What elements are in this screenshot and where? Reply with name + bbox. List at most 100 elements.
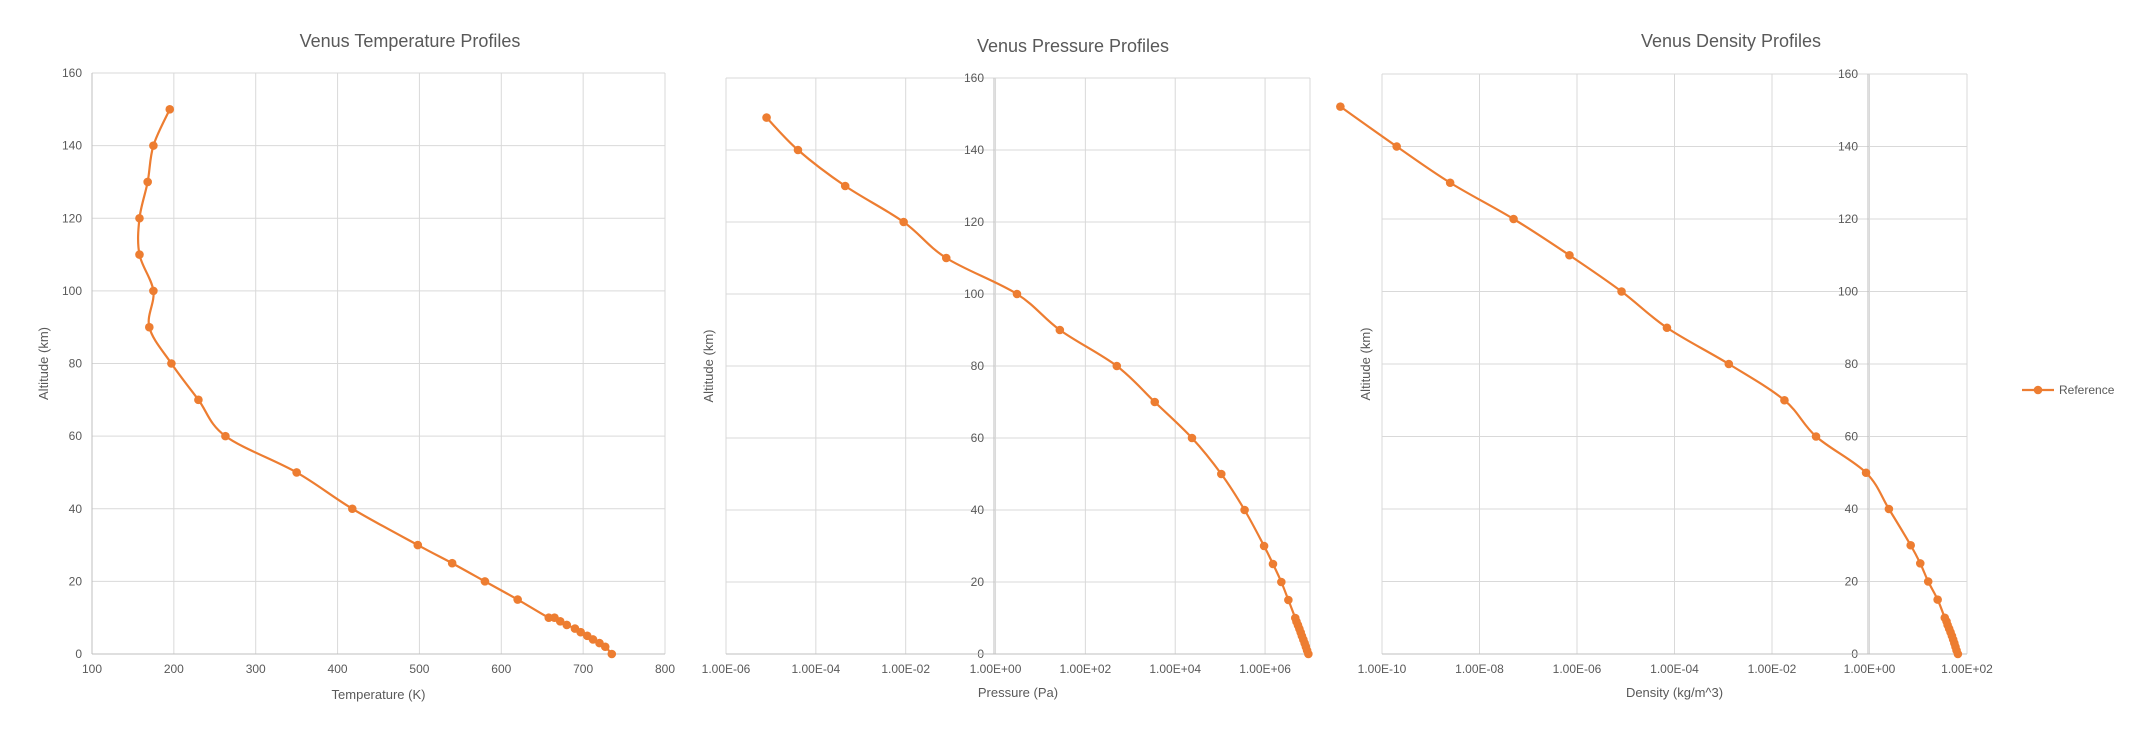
data-point: [1055, 325, 1065, 335]
data-point: [221, 431, 230, 441]
data-point: [762, 113, 771, 122]
data-point: [1509, 214, 1518, 224]
data-point: [149, 141, 158, 150]
x-tick-label: 1.00E-02: [1748, 662, 1797, 676]
data-point: [1780, 395, 1789, 405]
data-point: [143, 177, 152, 187]
data-point: [1259, 541, 1269, 551]
data-point: [1240, 505, 1249, 515]
data-point: [1724, 359, 1734, 369]
y-axis-label: Altitude (km): [36, 327, 51, 400]
chart-panel-3: Venus Density Profiles020406080100120140…: [1336, 31, 1993, 700]
data-point: [1216, 469, 1226, 479]
data-point: [562, 620, 572, 630]
data-point: [1861, 468, 1871, 478]
x-tick-label: 200: [164, 662, 184, 676]
data-point: [840, 181, 850, 191]
y-tick-label: 20: [69, 574, 83, 588]
data-point: [1290, 613, 1300, 623]
y-tick-label: 40: [1845, 502, 1859, 516]
x-tick-label: 800: [655, 662, 675, 676]
x-tick-label: 1.00E+00: [1844, 662, 1896, 676]
y-tick-label: 20: [1845, 575, 1859, 589]
y-tick-label: 140: [62, 139, 82, 153]
data-point: [292, 468, 301, 477]
y-tick-label: 80: [69, 357, 83, 371]
y-tick-label: 120: [964, 215, 984, 229]
chart-panel-2: Venus Pressure Profiles02040608010012014…: [701, 36, 1313, 700]
data-point: [135, 250, 144, 259]
data-point: [1940, 613, 1950, 623]
x-tick-label: 1.00E+02: [1941, 662, 1993, 676]
legend-marker: [2033, 385, 2043, 395]
data-point: [1012, 289, 1022, 299]
data-point: [513, 595, 522, 604]
data-point: [1923, 577, 1933, 586]
y-tick-label: 140: [1838, 140, 1858, 154]
data-point: [1933, 595, 1942, 604]
data-point: [145, 322, 154, 332]
x-tick-label: 1.00E+00: [970, 662, 1022, 676]
data-point: [1565, 250, 1574, 260]
data-point: [899, 217, 908, 227]
data-point: [1617, 287, 1626, 296]
series-line-1: [136, 108, 613, 655]
data-point: [1884, 504, 1894, 514]
y-axis-label: Altitude (km): [701, 330, 716, 403]
y-axis-label: Altitude (km): [1358, 328, 1373, 401]
data-point: [1112, 361, 1122, 371]
y-tick-label: 140: [964, 143, 984, 157]
legend: Reference: [2022, 383, 2115, 397]
data-point: [1915, 559, 1925, 568]
data-point: [1336, 102, 1345, 111]
y-tick-label: 0: [75, 647, 82, 661]
y-tick-label: 60: [1845, 430, 1859, 444]
data-point: [1150, 397, 1160, 407]
x-tick-label: 100: [82, 662, 102, 676]
x-tick-label: 400: [328, 662, 348, 676]
x-tick-label: 300: [246, 662, 266, 676]
x-tick-label: 700: [573, 662, 593, 676]
data-point: [570, 624, 580, 633]
y-tick-label: 60: [69, 429, 83, 443]
data-point: [167, 359, 176, 368]
data-point: [1662, 323, 1672, 333]
y-tick-label: 160: [1838, 67, 1858, 81]
data-point: [1392, 142, 1401, 151]
x-tick-label: 1.00E-02: [881, 662, 930, 676]
series-line-1: [1339, 105, 1959, 655]
chart-title: Venus Pressure Profiles: [977, 36, 1169, 56]
chart-title: Venus Density Profiles: [1641, 31, 1821, 51]
x-tick-label: 1.00E-04: [1650, 662, 1699, 676]
x-tick-label: 1.00E+06: [1239, 662, 1291, 676]
y-tick-label: 40: [69, 502, 83, 516]
y-tick-label: 80: [971, 359, 985, 373]
y-tick-label: 40: [971, 503, 985, 517]
y-tick-label: 160: [964, 71, 984, 85]
x-axis-label: Pressure (Pa): [978, 685, 1058, 700]
x-tick-label: 1.00E-08: [1455, 662, 1504, 676]
data-point: [544, 613, 554, 622]
chart-title: Venus Temperature Profiles: [300, 31, 521, 51]
data-point: [447, 558, 457, 568]
x-tick-label: 600: [491, 662, 511, 676]
data-point: [1187, 433, 1197, 443]
x-tick-label: 1.00E+02: [1060, 662, 1112, 676]
data-point: [480, 577, 490, 586]
x-axis-label: Temperature (K): [332, 687, 426, 702]
y-tick-label: 100: [62, 284, 82, 298]
x-tick-label: 1.00E-04: [791, 662, 840, 676]
series-line-1: [765, 116, 1310, 655]
data-point: [582, 631, 592, 641]
y-tick-label: 160: [62, 66, 82, 80]
y-tick-label: 120: [62, 211, 82, 225]
data-point: [194, 395, 203, 405]
x-tick-label: 1.00E-06: [1553, 662, 1602, 676]
x-tick-label: 1.00E-06: [702, 662, 751, 676]
x-axis-label: Density (kg/m^3): [1626, 685, 1723, 700]
x-tick-label: 500: [409, 662, 429, 676]
data-point: [1268, 559, 1278, 569]
data-point: [165, 105, 175, 114]
data-point: [1445, 178, 1455, 188]
